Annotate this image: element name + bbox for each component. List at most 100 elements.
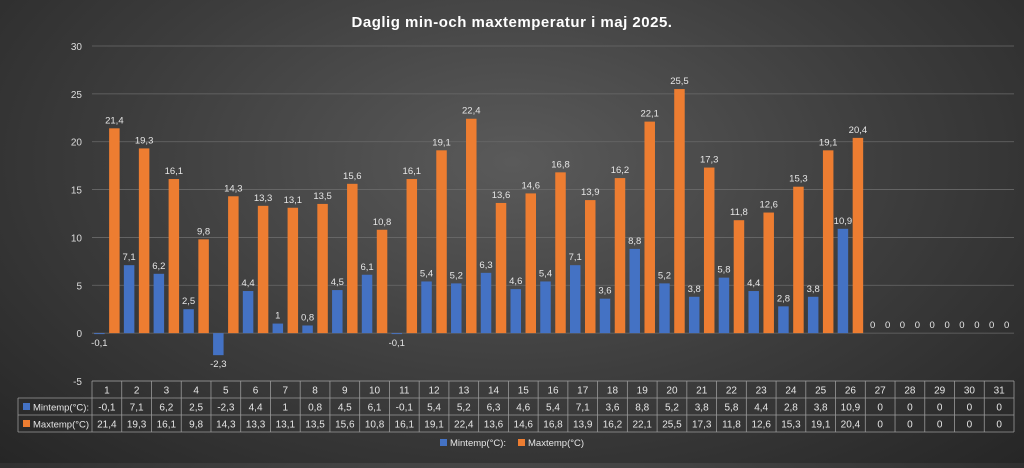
data-table: 1 2 3 4 5 6 7 8 9 10 11 12 13 14 15 16 17 18 19 20 21 22 23 24 2… [17,380,1015,433]
data-label: 21,4 [105,115,124,126]
table-cell: 12,6 [751,420,771,431]
bar [153,273,165,334]
data-label: 6,2 [152,261,165,272]
x-tick-label: 4 [193,386,199,397]
table-cell: 3,8 [814,403,828,414]
data-label: 13,6 [492,190,511,201]
table-cell: 4,4 [249,403,263,414]
table-cell: 19,3 [127,420,147,431]
table-series-name: Mintemp(°C): [33,403,89,414]
x-tick-label: 15 [518,386,530,397]
data-label: 2,5 [182,296,195,307]
bar [480,272,492,334]
x-tick-label: 21 [696,386,708,397]
bar [748,291,759,334]
bar [347,183,358,334]
x-tick-label: 26 [845,386,857,397]
table-cell: 6,2 [159,403,173,414]
bar [287,207,299,334]
data-label: 0 [885,320,890,331]
bar [94,333,105,335]
data-label: 6,3 [479,260,492,271]
table-cell: 16,1 [157,420,177,431]
table-cell: 9,8 [189,420,203,431]
data-label: 11,8 [730,207,748,218]
legend: Mintemp(°C): Maxtemp(°C) [440,438,584,449]
data-label: 19,1 [819,137,838,148]
table-cell: 0 [907,403,913,414]
data-label: 16,1 [403,166,422,177]
table-cell: 6,1 [368,403,382,414]
x-tick-label: 30 [964,386,976,397]
table-cell: 25,5 [662,420,682,431]
data-label: 4,5 [331,277,344,288]
data-label: 25,5 [670,76,689,87]
table-cell: 7,1 [130,403,144,414]
x-tick-label: 29 [934,386,946,397]
data-labels: -0,17,16,22,5-2,34,41 0,84,56,1-0,15,4 5,2… [91,76,1009,370]
data-label: 0 [944,320,949,331]
y-tick-label: 5 [76,281,82,292]
data-label: 8,8 [628,236,641,247]
data-label: 5,2 [658,270,671,281]
data-label: 4,6 [509,276,522,287]
table-cell: 4,5 [338,403,352,414]
bar [421,281,432,334]
y-tick-label: 10 [71,233,83,244]
data-label: 16,8 [551,159,570,170]
data-label: -2,3 [210,359,226,370]
data-label: 0 [870,320,875,331]
bar [599,298,611,334]
table-cell: 15,3 [781,420,801,431]
bar [391,333,403,335]
table-legend-key [23,420,30,427]
table-cell: 5,4 [546,403,560,414]
table-cell: 19,1 [424,420,444,431]
table-cell: 0 [877,403,883,414]
table-cell: 0,8 [308,403,322,414]
bar [257,205,269,334]
bar [198,239,209,334]
table-cell: 13,3 [246,420,266,431]
data-label: 4,4 [241,278,254,289]
bar [376,229,388,334]
data-label: 3,6 [598,286,611,297]
legend-swatch [518,439,525,446]
y-tick-label: 15 [71,186,83,197]
table-cell: 16,2 [603,420,623,431]
bar [614,178,626,334]
table-cell: 21,4 [97,420,117,431]
x-tick-label: 12 [428,386,440,397]
bar [822,150,834,334]
bar [688,296,700,334]
x-tick-label: 3 [164,386,170,397]
table-cell: 14,6 [514,420,534,431]
data-label: 17,3 [700,155,719,166]
table-cell: 16,1 [395,420,415,431]
y-tick-label: 20 [71,138,83,149]
table-cell: 7,1 [576,403,590,414]
bar [466,118,477,334]
table-cell: 13,5 [305,420,325,431]
data-label: 0 [1004,320,1009,331]
bar [807,296,819,334]
bar [837,228,849,334]
table-cell: 13,6 [484,420,504,431]
table-cell: 10,9 [841,403,861,414]
data-label: 6,1 [360,262,373,273]
data-label: 14,6 [522,180,541,191]
legend-label: Maxtemp(°C) [528,438,584,449]
y-tick-label: -5 [73,377,82,388]
bar [555,172,566,334]
data-label: 7,1 [569,252,582,263]
table-cell: 5,2 [457,403,471,414]
data-label: 7,1 [123,252,136,263]
x-tick-label: 14 [488,386,500,397]
table-cell: 20,4 [841,420,861,431]
x-tick-label: 10 [369,386,381,397]
table-cell: 22,1 [632,420,652,431]
data-label: 3,8 [807,284,820,295]
data-label: 0 [900,320,905,331]
